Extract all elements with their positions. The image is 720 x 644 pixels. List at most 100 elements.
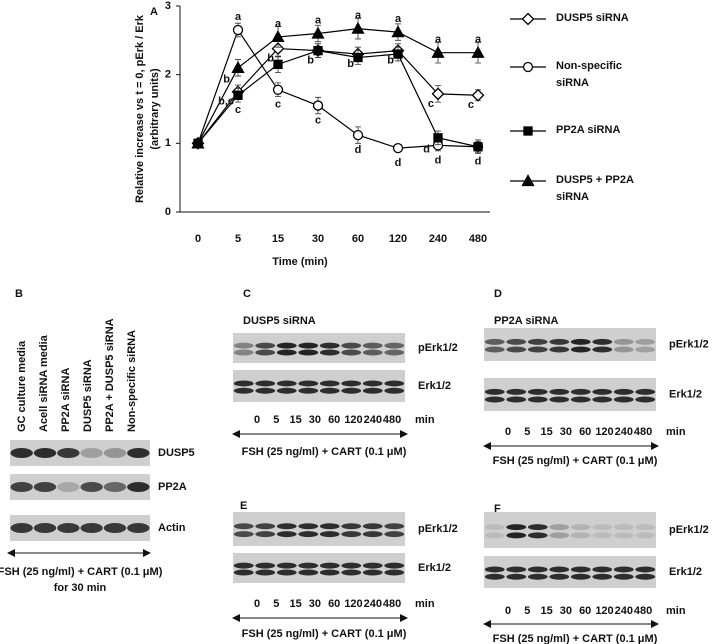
- band: [506, 338, 527, 345]
- band: [384, 569, 405, 576]
- row-label: pErk1/2: [669, 338, 709, 350]
- blot-membrane: [484, 328, 656, 361]
- blot: [233, 512, 405, 546]
- data-point: [312, 100, 324, 111]
- band: [527, 396, 548, 403]
- band: [592, 346, 613, 353]
- lane-label: 240: [364, 414, 382, 426]
- caption: for 30 min: [54, 582, 107, 594]
- band: [592, 524, 613, 531]
- band: [384, 531, 405, 538]
- band: [384, 523, 405, 530]
- data-point: [522, 61, 534, 73]
- significance-letter: d: [475, 156, 482, 168]
- band: [341, 380, 362, 387]
- band: [80, 448, 103, 458]
- significance-letter: a: [315, 14, 322, 26]
- band: [549, 532, 570, 539]
- significance-letter: a: [355, 10, 362, 22]
- band: [570, 396, 591, 403]
- band: [233, 342, 254, 349]
- significance-letter: a: [475, 34, 482, 46]
- blot: [233, 553, 405, 583]
- band: [10, 523, 33, 533]
- band: [33, 482, 57, 492]
- legend-item: PP2A siRNA: [508, 122, 708, 139]
- significance-letter: c: [235, 104, 241, 116]
- band: [484, 388, 505, 395]
- band: [127, 523, 150, 533]
- band: [484, 532, 505, 539]
- band: [103, 482, 127, 492]
- caption: FSH (25 ng/ml) + CART (0.1 μM): [0, 566, 163, 578]
- band: [298, 380, 319, 387]
- lane-label: 120: [595, 426, 613, 438]
- lane-label: 0: [254, 414, 260, 426]
- band: [341, 531, 362, 538]
- band: [384, 387, 405, 394]
- caption: FSH (25 ng/ml) + CART (0.1 μM): [242, 628, 407, 640]
- lane-label: 60: [579, 426, 591, 438]
- band: [484, 524, 505, 531]
- band: [613, 566, 634, 573]
- data-point: [431, 45, 445, 58]
- significance-letter: c: [315, 114, 321, 126]
- significance-letter: b: [267, 52, 274, 64]
- lane-label: 240: [615, 605, 633, 617]
- lane-unit: min: [666, 605, 686, 617]
- significance-letter: a: [395, 13, 402, 25]
- band: [319, 387, 340, 394]
- band: [384, 349, 405, 356]
- lane-unit: min: [666, 426, 686, 438]
- band: [362, 523, 383, 530]
- band: [613, 346, 634, 353]
- significance-letter: d: [423, 144, 430, 156]
- band: [506, 532, 527, 539]
- blot: [10, 474, 150, 500]
- lane-label: 5: [273, 598, 279, 610]
- data-point: [431, 87, 445, 101]
- panel-label: C: [243, 288, 251, 300]
- band: [549, 338, 570, 345]
- significance-letter: a: [275, 18, 282, 30]
- data-point: [392, 142, 404, 154]
- band: [298, 562, 319, 569]
- legend-item: DUSP5 + PP2A siRNA: [508, 172, 708, 206]
- band: [613, 532, 634, 539]
- band: [298, 349, 319, 356]
- lane-label: 120: [595, 605, 613, 617]
- blot: [484, 512, 656, 548]
- x-tick-label: 5: [235, 233, 241, 245]
- row-label: Erk1/2: [669, 566, 702, 578]
- band: [613, 396, 634, 403]
- significance-letter: b: [387, 55, 394, 67]
- band: [103, 448, 127, 458]
- row-label: pErk1/2: [669, 524, 709, 536]
- data-point: [191, 136, 205, 149]
- band: [613, 573, 634, 580]
- band: [319, 380, 340, 387]
- band: [635, 388, 656, 395]
- band: [276, 349, 297, 356]
- band: [592, 396, 613, 403]
- band: [57, 482, 80, 492]
- data-point: [271, 30, 285, 43]
- lane-label: 5: [524, 426, 530, 438]
- row-label: PP2A: [158, 481, 187, 493]
- band: [298, 569, 319, 576]
- lane-label: 480: [383, 598, 401, 610]
- band: [506, 396, 527, 403]
- blot: [10, 440, 150, 466]
- band: [384, 342, 405, 349]
- band: [319, 349, 340, 356]
- band: [319, 342, 340, 349]
- band: [506, 346, 527, 353]
- band: [319, 531, 340, 538]
- row-label: pErk1/2: [418, 342, 458, 354]
- blot-membrane: [233, 370, 405, 402]
- band: [506, 573, 527, 580]
- lane-label: 240: [364, 598, 382, 610]
- legend-label: DUSP5 siRNA: [556, 12, 629, 24]
- blot-membrane: [484, 512, 656, 548]
